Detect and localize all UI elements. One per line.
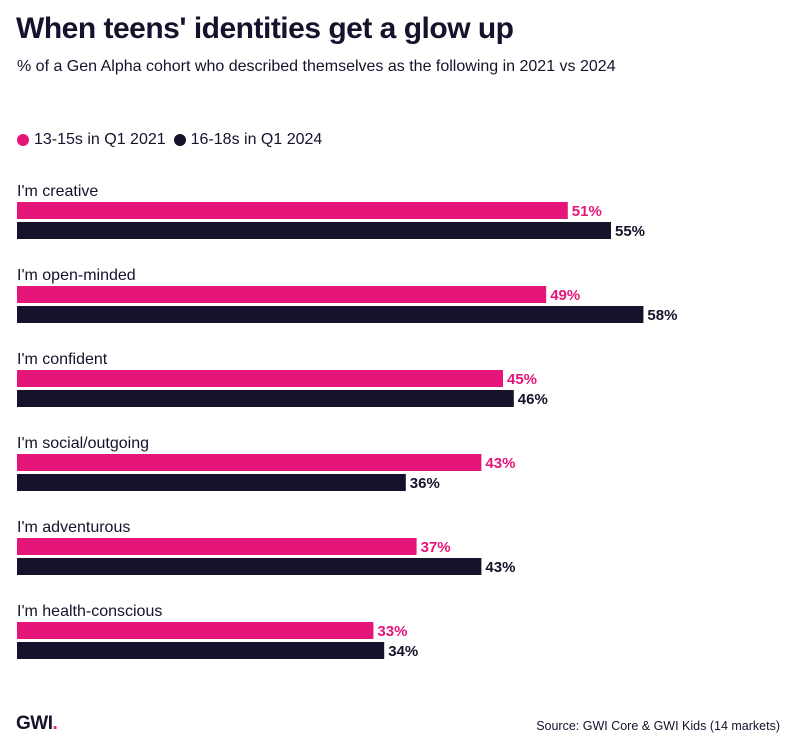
data-label-series-1: 49% xyxy=(550,287,580,304)
category-label: I'm adventurous xyxy=(17,519,130,536)
bar-series-2 xyxy=(17,390,514,407)
legend-label-series-2: 16-18s in Q1 2024 xyxy=(190,131,323,148)
category-label: I'm health-conscious xyxy=(17,603,162,620)
logo-text: GWI xyxy=(16,713,53,734)
data-label-series-2: 34% xyxy=(388,643,418,660)
bar-series-1 xyxy=(17,202,568,219)
bar-series-2 xyxy=(17,474,406,491)
chart-subtitle: % of a Gen Alpha cohort who described th… xyxy=(17,58,616,75)
bar-series-1 xyxy=(17,538,417,555)
category-label: I'm social/outgoing xyxy=(17,435,149,452)
category-label: I'm confident xyxy=(17,351,108,368)
legend-label-series-1: 13-15s in Q1 2021 xyxy=(34,131,166,148)
data-label-series-2: 36% xyxy=(410,475,440,492)
logo-dot: . xyxy=(52,713,58,734)
data-label-series-2: 55% xyxy=(615,223,645,240)
bar-series-2 xyxy=(17,222,611,239)
bar-series-2 xyxy=(17,558,482,575)
source-note: Source: GWI Core & GWI Kids (14 markets) xyxy=(536,719,780,733)
legend-swatch-series-2 xyxy=(173,134,186,146)
data-label-series-1: 33% xyxy=(377,623,407,640)
data-label-series-2: 58% xyxy=(647,307,677,324)
data-label-series-1: 45% xyxy=(507,371,537,388)
legend-entry-series-2: 16-18s in Q1 2024 xyxy=(173,131,323,149)
legend-entry-series-1: 13-15s in Q1 2021 xyxy=(17,131,166,149)
bar-series-1 xyxy=(17,622,374,639)
chart-title: When teens' identities get a glow up xyxy=(16,12,514,45)
bar-series-1 xyxy=(17,370,503,387)
data-label-series-1: 43% xyxy=(485,455,515,472)
bar-series-1 xyxy=(17,286,547,303)
gwi-logo: GWI. xyxy=(16,713,58,735)
legend: 13-15s in Q1 2021 16-18s in Q1 2024 xyxy=(17,131,330,149)
data-label-series-2: 43% xyxy=(485,559,515,576)
data-label-series-2: 46% xyxy=(518,391,548,408)
bar-series-1 xyxy=(17,454,482,471)
legend-swatch-series-1 xyxy=(17,134,29,146)
data-label-series-1: 51% xyxy=(572,203,602,220)
data-label-series-1: 37% xyxy=(421,539,451,556)
bar-series-2 xyxy=(17,642,385,659)
category-label: I'm creative xyxy=(17,183,98,200)
bar-chart: I'm creative 51% 55% I'm open-minded 49% 58% I… xyxy=(17,183,677,660)
category-label: I'm open-minded xyxy=(17,267,136,284)
bar-series-2 xyxy=(17,306,644,323)
